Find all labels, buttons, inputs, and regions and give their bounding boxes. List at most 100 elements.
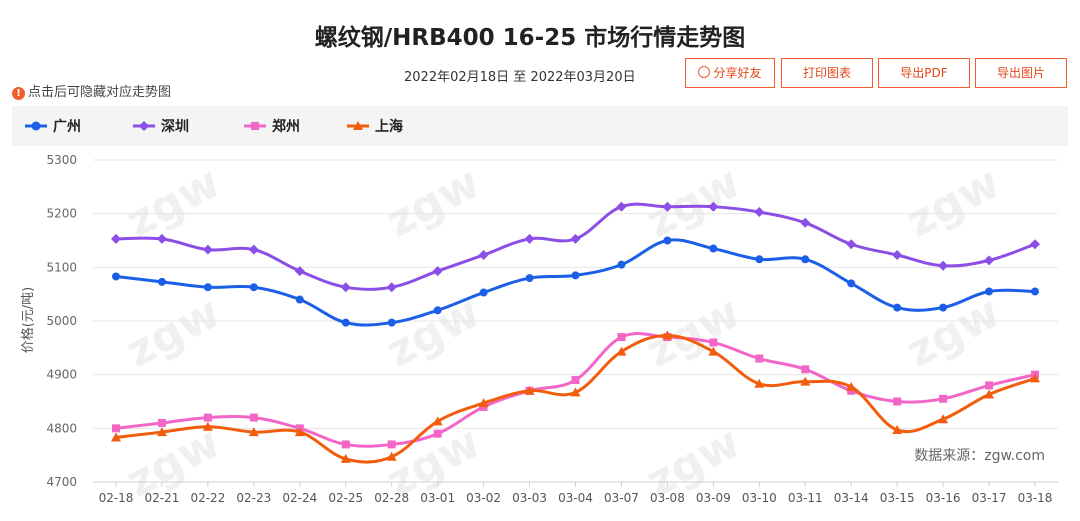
data-point[interactable] (570, 387, 581, 397)
data-point[interactable] (294, 427, 305, 437)
data-point[interactable] (524, 233, 535, 244)
data-point[interactable] (340, 453, 351, 463)
data-point[interactable] (386, 282, 397, 293)
data-point[interactable] (112, 424, 120, 433)
data-point[interactable] (846, 239, 857, 250)
data-point[interactable] (709, 338, 718, 347)
data-point[interactable] (708, 201, 719, 212)
hint-text: 点击后可隐藏对应走势图 (28, 85, 172, 100)
data-point[interactable] (295, 295, 304, 304)
data-point[interactable] (387, 440, 396, 449)
data-point[interactable] (938, 414, 949, 424)
data-point[interactable] (203, 413, 212, 422)
x-tick-label: 03-08 (650, 491, 685, 505)
warning-icon: ! (12, 87, 25, 100)
x-tick-label: 03-09 (696, 491, 731, 505)
print-chart-button[interactable]: 打印图表 (781, 58, 873, 88)
y-tick-label: 4800 (46, 421, 77, 435)
data-point[interactable] (341, 318, 350, 327)
data-point[interactable] (248, 244, 259, 255)
data-point[interactable] (754, 378, 765, 388)
data-point[interactable] (341, 440, 350, 449)
y-axis-label: 价格(元/吨) (20, 287, 36, 354)
data-point[interactable] (892, 249, 903, 260)
data-point[interactable] (617, 260, 626, 269)
data-point[interactable] (432, 266, 443, 277)
data-point[interactable] (800, 376, 811, 386)
data-point[interactable] (800, 217, 811, 228)
data-point[interactable] (433, 429, 442, 438)
data-point[interactable] (571, 271, 580, 280)
data-point[interactable] (202, 421, 213, 431)
share-button[interactable]: 分享好友 (685, 58, 775, 88)
data-point[interactable] (708, 346, 719, 356)
data-point[interactable] (984, 255, 995, 266)
data-point[interactable] (1030, 239, 1040, 250)
legend-item-shanghai[interactable]: 上海 (346, 106, 403, 146)
data-point[interactable] (479, 288, 488, 297)
data-point[interactable] (801, 365, 810, 374)
data-point[interactable] (938, 260, 949, 271)
data-point[interactable] (616, 346, 627, 356)
data-point[interactable] (939, 394, 948, 403)
data-point[interactable] (709, 244, 718, 253)
data-point[interactable] (249, 283, 258, 292)
y-tick-label: 5000 (46, 314, 77, 328)
x-tick-label: 02-28 (374, 491, 409, 505)
data-point[interactable] (755, 354, 764, 363)
data-point[interactable] (662, 330, 673, 340)
data-point[interactable] (755, 255, 764, 264)
data-point[interactable] (156, 427, 167, 437)
data-point[interactable] (157, 418, 166, 427)
data-point[interactable] (754, 207, 765, 218)
x-tick-label: 03-15 (880, 491, 915, 505)
data-point[interactable] (1031, 287, 1039, 296)
export-pdf-button[interactable]: 导出PDF (878, 58, 970, 88)
data-point[interactable] (203, 283, 212, 292)
data-point[interactable] (892, 424, 903, 434)
data-point[interactable] (984, 389, 995, 399)
data-point[interactable] (202, 244, 213, 255)
series-1 (111, 201, 1040, 293)
data-point[interactable] (111, 233, 121, 244)
data-point[interactable] (294, 266, 305, 277)
data-point[interactable] (386, 451, 397, 461)
export-image-button[interactable]: 导出图片 (975, 58, 1067, 88)
data-point[interactable] (387, 318, 396, 327)
data-point[interactable] (847, 279, 856, 288)
data-point[interactable] (893, 303, 902, 312)
export-pdf-label: 导出PDF (900, 66, 948, 80)
y-tick-label: 4900 (46, 368, 77, 382)
data-point[interactable] (111, 432, 121, 442)
data-point[interactable] (525, 274, 534, 283)
data-point[interactable] (478, 249, 489, 260)
data-point[interactable] (570, 233, 581, 244)
y-tick-label: 5300 (46, 153, 77, 167)
data-point[interactable] (249, 413, 258, 422)
data-point[interactable] (112, 272, 120, 281)
data-point[interactable] (248, 427, 259, 437)
legend-item-shenzhen[interactable]: 深圳 (132, 106, 189, 146)
data-point[interactable] (662, 201, 673, 212)
data-point[interactable] (846, 382, 857, 392)
data-point[interactable] (340, 282, 351, 293)
data-point[interactable] (985, 287, 994, 296)
data-point[interactable] (524, 385, 535, 395)
data-point[interactable] (156, 233, 167, 244)
data-point[interactable] (616, 201, 627, 212)
data-point[interactable] (1030, 373, 1040, 383)
legend-item-guangzhou[interactable]: 广州 (24, 106, 81, 146)
data-point[interactable] (663, 236, 672, 245)
data-point[interactable] (939, 303, 948, 312)
x-tick-label: 02-22 (190, 491, 225, 505)
data-point[interactable] (432, 416, 443, 426)
legend-item-zhengzhou[interactable]: 郑州 (243, 106, 300, 146)
data-point[interactable] (571, 376, 580, 385)
data-point[interactable] (617, 333, 626, 342)
data-point[interactable] (985, 381, 994, 390)
data-point[interactable] (433, 306, 442, 315)
data-point[interactable] (157, 277, 166, 286)
data-point[interactable] (478, 398, 489, 408)
data-point[interactable] (801, 255, 810, 264)
data-point[interactable] (893, 397, 902, 406)
